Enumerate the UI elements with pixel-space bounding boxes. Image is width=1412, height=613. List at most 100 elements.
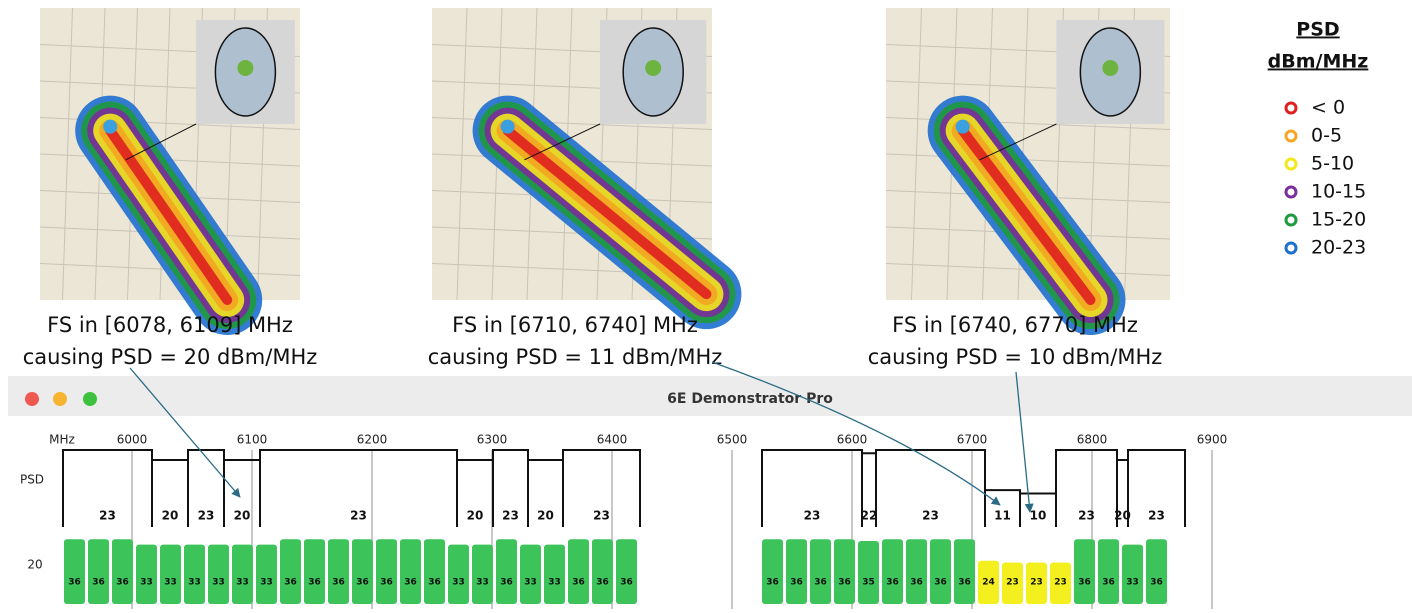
legend-marker xyxy=(1286,131,1296,141)
channel-block xyxy=(616,539,637,604)
psd-value: 23 xyxy=(99,509,116,523)
legend-label: 20-23 xyxy=(1311,237,1366,259)
map-caption: causing PSD = 10 dBm/MHz xyxy=(868,345,1163,369)
figure: FS in [6078, 6109] MHz causing PSD = 20 d… xyxy=(0,0,1412,609)
channel-block xyxy=(352,539,373,604)
channel-block xyxy=(496,539,517,604)
channel-block xyxy=(424,539,445,604)
channel-block xyxy=(160,545,181,604)
channel-block xyxy=(930,539,951,604)
channel-value: 36 xyxy=(404,578,417,588)
psd-value: 22 xyxy=(861,509,878,523)
map-caption: FS in [6740, 6770] MHz xyxy=(892,313,1138,337)
legend-label: 0-5 xyxy=(1311,125,1342,147)
psd-value: 23 xyxy=(1148,509,1165,523)
legend-marker xyxy=(1286,103,1296,113)
fs-pin xyxy=(501,120,515,134)
channel-block xyxy=(858,541,879,604)
channel-block xyxy=(786,539,807,604)
freq-label: 6700 xyxy=(957,433,988,447)
psd-value: 23 xyxy=(350,509,367,523)
map-caption: FS in [6710, 6740] MHz xyxy=(452,313,698,337)
channel-block xyxy=(280,539,301,604)
freq-label: 6400 xyxy=(597,433,628,447)
ap-pin xyxy=(237,60,253,76)
channel-value: 36 xyxy=(934,578,947,588)
channel-block xyxy=(906,539,927,604)
maximize-button[interactable] xyxy=(83,392,97,406)
channel-value: 33 xyxy=(524,578,537,588)
minimize-button[interactable] xyxy=(53,392,67,406)
channel-value: 24 xyxy=(982,578,995,588)
psd-value: 23 xyxy=(922,509,939,523)
channel-value: 36 xyxy=(886,578,899,588)
channel-block xyxy=(208,545,229,604)
channel-block xyxy=(954,539,975,604)
channel-value: 36 xyxy=(332,578,345,588)
channel-value: 36 xyxy=(380,578,393,588)
legend-label: < 0 xyxy=(1311,97,1345,119)
psd-value: 20 xyxy=(537,509,554,523)
channel-value: 33 xyxy=(1126,578,1139,588)
channel-block xyxy=(88,539,109,604)
legend-label: 5-10 xyxy=(1311,153,1354,175)
freq-label: 6600 xyxy=(837,433,868,447)
channel-block xyxy=(400,539,421,604)
channel-value: 36 xyxy=(910,578,923,588)
channel-value: 36 xyxy=(284,578,297,588)
freq-label: 6000 xyxy=(117,433,148,447)
map-caption: causing PSD = 11 dBm/MHz xyxy=(428,345,723,369)
channel-block xyxy=(810,539,831,604)
channel-block xyxy=(1146,539,1167,604)
channel-value: 33 xyxy=(548,578,561,588)
legend-marker xyxy=(1286,187,1296,197)
psd-value: 20 xyxy=(162,509,179,523)
channel-block xyxy=(232,545,253,604)
channel-value: 36 xyxy=(308,578,321,588)
map-caption: FS in [6078, 6109] MHz xyxy=(47,313,293,337)
ap-pin xyxy=(1102,60,1118,76)
channel-block xyxy=(544,545,565,604)
channel-value: 36 xyxy=(500,578,513,588)
legend-label: 15-20 xyxy=(1311,209,1366,231)
legend-marker xyxy=(1286,243,1296,253)
freq-label: 6300 xyxy=(477,433,508,447)
psd-value: 23 xyxy=(593,509,610,523)
channel-block xyxy=(520,545,541,604)
legend-unit: dBm/MHz xyxy=(1268,51,1369,73)
channel-value: 23 xyxy=(1006,578,1019,588)
map: FS in [6740, 6770] MHz causing PSD = 10 d… xyxy=(868,8,1170,369)
channel-value: 36 xyxy=(814,578,827,588)
channel-block xyxy=(762,539,783,604)
channel-block xyxy=(328,539,349,604)
channel-block xyxy=(376,539,397,604)
channel-block xyxy=(1074,539,1095,604)
map-caption: causing PSD = 20 dBm/MHz xyxy=(23,345,318,369)
channel-block xyxy=(568,539,589,604)
psd-label: PSD xyxy=(20,473,44,487)
legend-label: 10-15 xyxy=(1311,181,1366,203)
channel-value: 36 xyxy=(790,578,803,588)
channel-value: 33 xyxy=(236,578,249,588)
channel-value: 36 xyxy=(838,578,851,588)
channel-value: 33 xyxy=(476,578,489,588)
legend: < 0 0-5 5-10 10-15 15-20 20-23 xyxy=(1286,97,1366,259)
psd-value: 23 xyxy=(198,509,215,523)
row-label: 20 xyxy=(27,558,42,572)
channel-value: 36 xyxy=(596,578,609,588)
freq-label: 6200 xyxy=(357,433,388,447)
legend-title: PSD xyxy=(1296,19,1339,41)
psd-value: 23 xyxy=(502,509,519,523)
freq-label: 6100 xyxy=(237,433,268,447)
psd-value: 11 xyxy=(994,509,1011,523)
channel-value: 23 xyxy=(1030,578,1043,588)
fs-pin xyxy=(103,120,117,134)
close-button[interactable] xyxy=(25,392,39,406)
channel-block xyxy=(1098,539,1119,604)
window-title: 6E Demonstrator Pro xyxy=(667,391,833,407)
channel-block xyxy=(1122,545,1143,604)
channel-value: 36 xyxy=(766,578,779,588)
channel-value: 33 xyxy=(164,578,177,588)
psd-value: 10 xyxy=(1030,509,1047,523)
channel-block xyxy=(136,545,157,604)
